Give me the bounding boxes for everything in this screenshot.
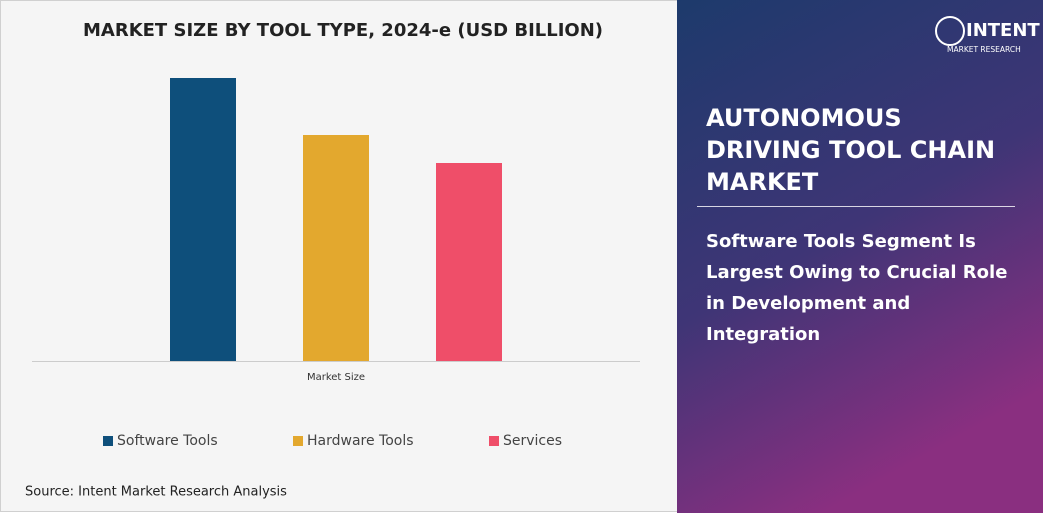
legend-swatch bbox=[103, 436, 113, 446]
legend-label: Hardware Tools bbox=[307, 433, 414, 449]
legend-label: Services bbox=[503, 433, 562, 449]
source: Source: Intent Market Research Analysis bbox=[25, 485, 287, 500]
bar bbox=[170, 78, 236, 361]
panel-subtitle: Software Tools Segment Is bbox=[706, 231, 976, 252]
legend-swatch bbox=[293, 436, 303, 446]
panel-subtitle: Largest Owing to Crucial Role bbox=[706, 262, 1007, 283]
x-tick-label: Market Size bbox=[307, 372, 365, 383]
legend-swatch bbox=[489, 436, 499, 446]
logo-name: INTENT bbox=[966, 20, 1040, 41]
logo-icon bbox=[935, 16, 965, 46]
bar bbox=[436, 163, 502, 361]
legend-label: Software Tools bbox=[117, 433, 218, 449]
bar bbox=[303, 135, 369, 361]
chart-title: MARKET SIZE BY TOOL TYPE, 2024-e (USD BI… bbox=[83, 20, 603, 41]
info-panel bbox=[677, 0, 1043, 513]
logo-tagline: MARKET RESEARCH bbox=[947, 45, 1021, 54]
panel-subtitle: Integration bbox=[706, 324, 820, 345]
panel-subtitle: in Development and bbox=[706, 293, 910, 314]
panel-title: DRIVING TOOL CHAIN bbox=[706, 136, 995, 164]
panel-title: MARKET bbox=[706, 168, 819, 196]
panel-title: AUTONOMOUS bbox=[706, 104, 902, 132]
